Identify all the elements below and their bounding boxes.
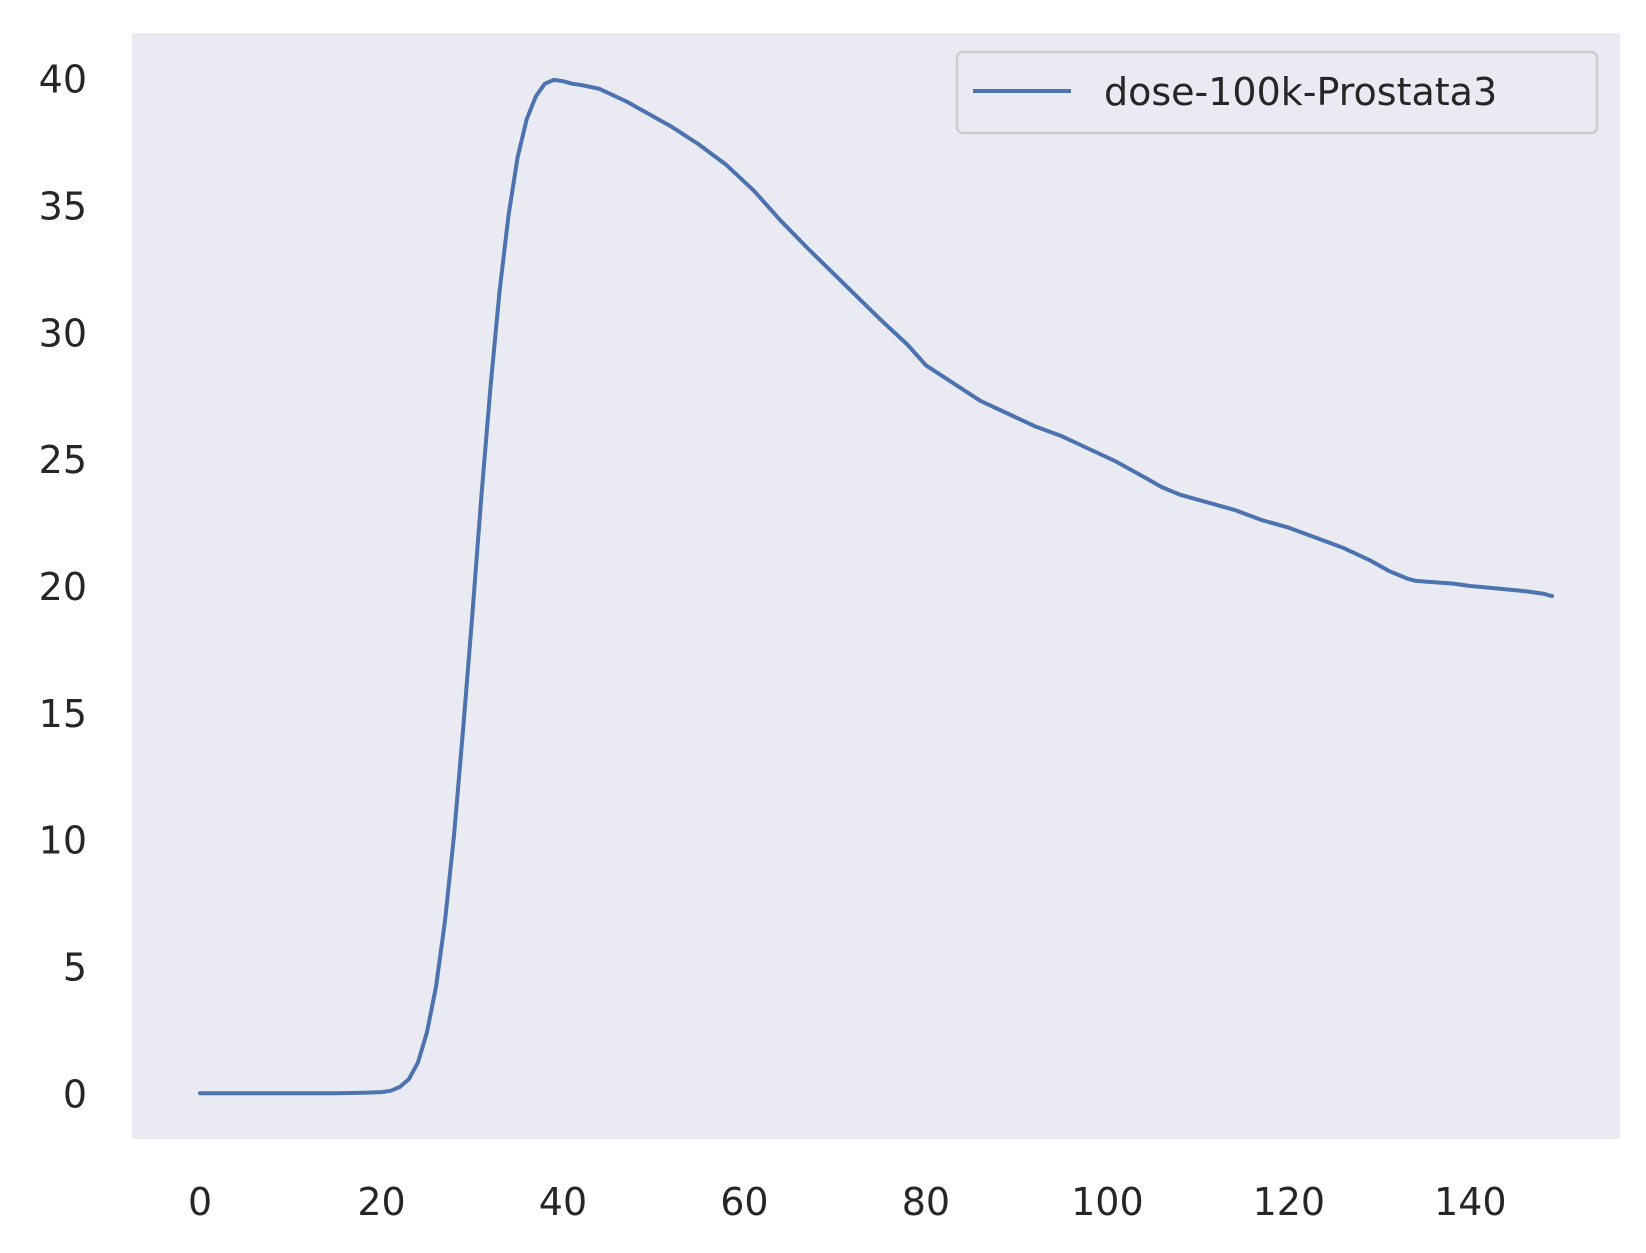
y-tick-label: 25 — [39, 438, 87, 482]
x-tick-label: 60 — [720, 1180, 768, 1224]
x-tick-label: 20 — [357, 1180, 405, 1224]
plot-area — [132, 33, 1620, 1139]
series-line — [198, 77, 1554, 1096]
legend-label: dose-100k-Prostata3 — [1104, 70, 1497, 114]
y-tick-label: 20 — [39, 565, 87, 609]
y-tick-label: 35 — [39, 184, 87, 228]
series-layer — [198, 77, 1554, 1096]
y-tick-label: 40 — [39, 58, 87, 102]
x-tick-label: 40 — [539, 1180, 587, 1224]
y-tick-label: 10 — [39, 819, 87, 863]
x-tick-label: 0 — [188, 1180, 212, 1224]
x-axis: 0 20 40 60 80 100 120 140 — [188, 1180, 1507, 1224]
x-tick-label: 80 — [902, 1180, 950, 1224]
y-tick-label: 15 — [39, 692, 87, 736]
x-tick-label: 120 — [1253, 1180, 1326, 1224]
y-tick-label: 30 — [39, 311, 87, 355]
y-tick-label: 0 — [63, 1072, 87, 1116]
y-tick-label: 5 — [63, 946, 87, 990]
y-axis: 0 5 10 15 20 25 30 35 40 — [39, 58, 87, 1117]
legend: dose-100k-Prostata3 — [955, 50, 1599, 135]
x-tick-label: 140 — [1434, 1180, 1507, 1224]
x-tick-label: 100 — [1071, 1180, 1144, 1224]
legend-box — [955, 50, 1599, 135]
